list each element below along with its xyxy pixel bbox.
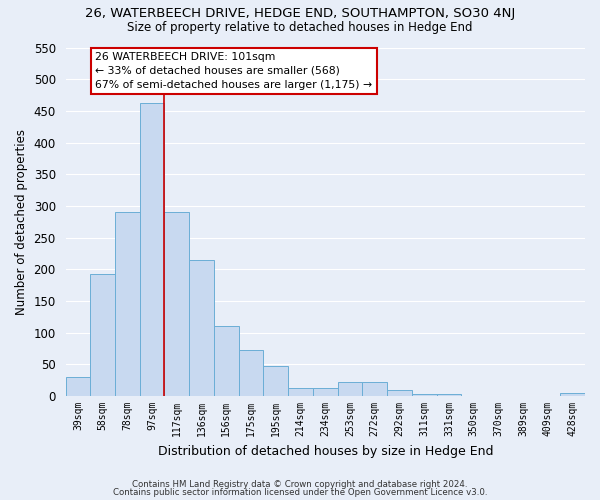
Bar bbox=[362, 382, 387, 396]
Text: Contains public sector information licensed under the Open Government Licence v3: Contains public sector information licen… bbox=[113, 488, 487, 497]
Bar bbox=[214, 326, 239, 396]
Text: 26, WATERBEECH DRIVE, HEDGE END, SOUTHAMPTON, SO30 4NJ: 26, WATERBEECH DRIVE, HEDGE END, SOUTHAM… bbox=[85, 8, 515, 20]
Bar bbox=[437, 394, 461, 396]
Bar bbox=[65, 377, 90, 396]
Bar bbox=[239, 350, 263, 396]
Bar bbox=[313, 388, 338, 396]
Bar bbox=[115, 212, 140, 396]
Text: 26 WATERBEECH DRIVE: 101sqm
← 33% of detached houses are smaller (568)
67% of se: 26 WATERBEECH DRIVE: 101sqm ← 33% of det… bbox=[95, 52, 373, 90]
Y-axis label: Number of detached properties: Number of detached properties bbox=[15, 129, 28, 315]
Bar bbox=[560, 393, 585, 396]
Bar bbox=[387, 390, 412, 396]
Bar bbox=[189, 260, 214, 396]
Bar bbox=[263, 366, 288, 396]
X-axis label: Distribution of detached houses by size in Hedge End: Distribution of detached houses by size … bbox=[158, 444, 493, 458]
Text: Contains HM Land Registry data © Crown copyright and database right 2024.: Contains HM Land Registry data © Crown c… bbox=[132, 480, 468, 489]
Bar bbox=[90, 274, 115, 396]
Bar bbox=[164, 212, 189, 396]
Bar bbox=[140, 104, 164, 396]
Bar bbox=[412, 394, 437, 396]
Bar bbox=[338, 382, 362, 396]
Text: Size of property relative to detached houses in Hedge End: Size of property relative to detached ho… bbox=[127, 21, 473, 34]
Bar bbox=[288, 388, 313, 396]
